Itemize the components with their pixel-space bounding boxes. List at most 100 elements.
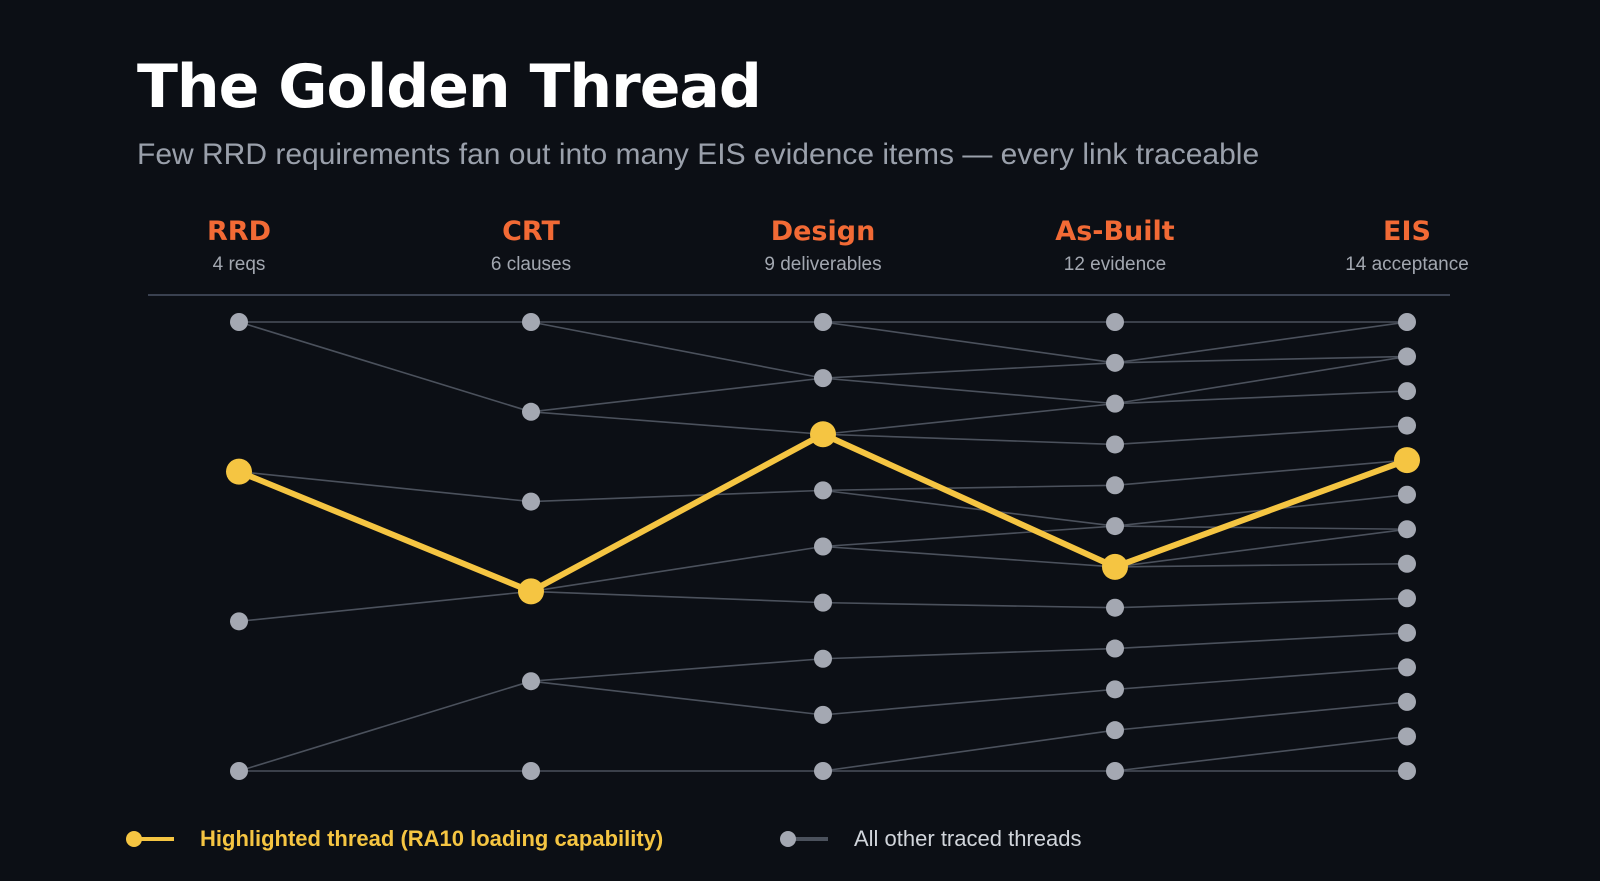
trace-node xyxy=(1106,517,1124,536)
trace-link xyxy=(822,377,1116,405)
trace-node xyxy=(1398,520,1416,539)
trace-link xyxy=(1114,632,1408,650)
header-divider xyxy=(148,294,1450,296)
trace-link xyxy=(238,470,532,503)
trace-node xyxy=(522,492,540,511)
trace-node xyxy=(1106,762,1124,780)
trace-node xyxy=(1398,623,1416,642)
trace-link xyxy=(1114,390,1408,405)
trace-node xyxy=(522,402,540,421)
trace-link xyxy=(822,729,1116,772)
highlight-node xyxy=(1394,447,1420,474)
trace-link xyxy=(1114,459,1408,487)
legend-highlight-label: Highlighted thread (RA10 loading capabil… xyxy=(200,826,664,851)
trace-link xyxy=(822,601,1116,609)
trace-node xyxy=(1398,347,1416,366)
trace-link xyxy=(822,545,1116,568)
stage-name: RRD xyxy=(207,216,271,247)
trace-link xyxy=(822,489,1116,527)
trace-node xyxy=(230,612,248,631)
trace-link xyxy=(822,688,1116,716)
other-swatch-icon xyxy=(780,831,828,847)
trace-node xyxy=(1106,313,1124,331)
trace-node xyxy=(814,369,832,388)
trace-link xyxy=(1114,525,1408,531)
trace-node xyxy=(814,313,832,331)
stage-header-crt: CRT 6 clauses xyxy=(411,218,651,274)
trace-link xyxy=(822,525,1116,548)
trace-link xyxy=(238,321,532,413)
trace-link xyxy=(238,590,532,623)
trace-node xyxy=(814,537,832,556)
stage-name: EIS xyxy=(1383,216,1431,247)
stage-name: CRT xyxy=(502,216,560,247)
trace-link xyxy=(822,433,1116,446)
stage-header-as-built: As-Built 12 evidence xyxy=(995,218,1235,274)
trace-link xyxy=(530,321,824,379)
trace-node xyxy=(1106,721,1124,740)
trace-link xyxy=(1114,355,1408,405)
trace-link xyxy=(822,402,1116,436)
trace-node xyxy=(1106,598,1124,617)
trace-link xyxy=(822,321,1116,364)
stage-header-rrd: RRD 4 reqs xyxy=(119,218,359,274)
trace-node xyxy=(1398,485,1416,504)
trace-node xyxy=(522,313,540,331)
trace-link xyxy=(1114,701,1408,731)
trace-node xyxy=(230,313,248,331)
trace-node xyxy=(1106,476,1124,495)
trace-node xyxy=(522,672,540,691)
trace-node xyxy=(1398,589,1416,608)
trace-link xyxy=(822,362,1116,379)
stage-name: As-Built xyxy=(1055,216,1175,247)
trace-link xyxy=(1114,528,1408,568)
trace-node xyxy=(814,649,832,668)
trace-node xyxy=(1398,658,1416,677)
stage-name: Design xyxy=(770,216,876,247)
trace-node xyxy=(1398,416,1416,435)
highlight-node xyxy=(518,578,544,605)
trace-link xyxy=(530,489,824,503)
legend-highlight: Highlighted thread (RA10 loading capabil… xyxy=(124,826,663,852)
trace-link xyxy=(1114,666,1408,691)
trace-link xyxy=(530,377,824,413)
stage-count: 14 acceptance xyxy=(1345,254,1469,275)
stage-count: 6 clauses xyxy=(490,254,572,275)
trace-node xyxy=(814,705,832,724)
trace-node xyxy=(814,481,832,500)
trace-node xyxy=(230,762,248,780)
trace-node xyxy=(1106,435,1124,454)
trace-link xyxy=(530,657,824,682)
trace-link xyxy=(1114,424,1408,446)
trace-link xyxy=(1114,735,1408,772)
trace-link xyxy=(530,590,824,604)
trace-node xyxy=(814,593,832,612)
trace-node xyxy=(1398,727,1416,746)
trace-link xyxy=(1114,562,1408,568)
stage-count: 12 evidence xyxy=(1063,254,1167,275)
trace-link xyxy=(822,647,1116,660)
trace-node xyxy=(1106,394,1124,413)
trace-link xyxy=(822,484,1116,492)
highlight-node xyxy=(1102,553,1128,580)
trace-link xyxy=(238,680,532,772)
legend-other: All other traced threads xyxy=(778,826,1081,852)
trace-node xyxy=(1106,639,1124,658)
trace-link xyxy=(530,680,824,716)
trace-link xyxy=(1114,321,1408,364)
stage-count: 4 reqs xyxy=(212,254,266,275)
trace-node xyxy=(1106,353,1124,372)
page-title: The Golden Thread xyxy=(137,52,762,122)
stage-header-eis: EIS 14 acceptance xyxy=(1287,218,1527,274)
highlight-node xyxy=(810,421,836,448)
stage-header-design: Design 9 deliverables xyxy=(703,218,943,274)
highlight-swatch-icon xyxy=(126,831,174,847)
stage-count: 9 deliverables xyxy=(764,254,882,275)
trace-node xyxy=(1106,680,1124,699)
page-subtitle: Few RRD requirements fan out into many E… xyxy=(137,138,1260,171)
trace-node xyxy=(1398,382,1416,401)
legend-other-label: All other traced threads xyxy=(854,826,1082,851)
highlight-node xyxy=(226,458,252,485)
trace-node xyxy=(1398,692,1416,711)
